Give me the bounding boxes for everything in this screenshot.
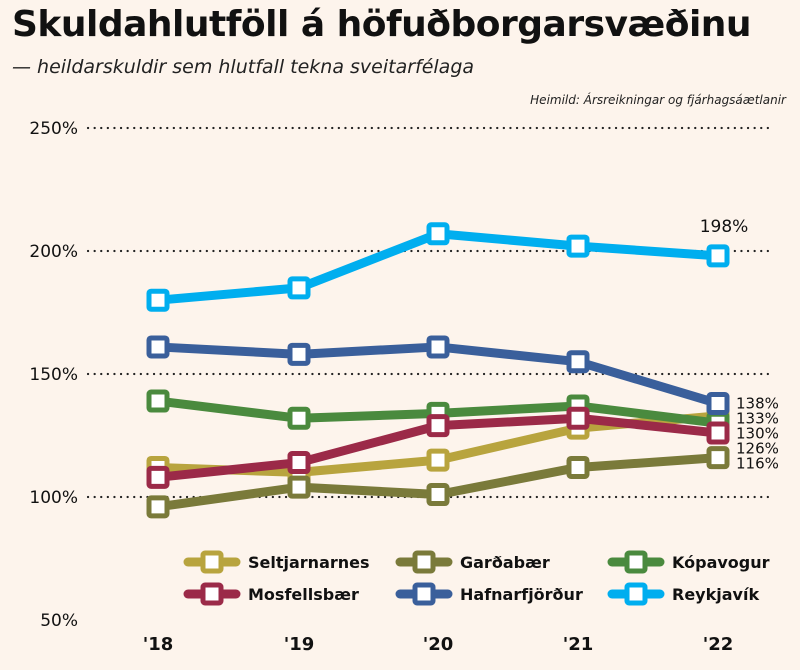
data-point-gar-ab-r [426, 483, 450, 507]
x-tick-label: '18 [143, 634, 174, 655]
y-tick-label: 250% [29, 119, 78, 139]
data-point-reykjav-k [287, 276, 311, 300]
legend-label-mosfellsb-r: Mosfellsbær [248, 585, 359, 604]
y-tick-label: 200% [29, 242, 78, 262]
grid-lines [86, 126, 772, 499]
data-point-reykjav-k [566, 234, 590, 258]
legend-swatch-marker-k-pavogur [624, 550, 648, 574]
legend-swatch-marker-hafnarfj-r-ur [412, 582, 436, 606]
data-point-seltjarnarnes [426, 448, 450, 472]
x-tick-label: '19 [284, 634, 315, 655]
data-point-mosfellsb-r [287, 451, 311, 475]
data-point-gar-ab-r [146, 495, 170, 519]
data-point-gar-ab-r [566, 455, 590, 479]
data-point-hafnarfj-r-ur [566, 350, 590, 374]
legend-label-hafnarfj-r-ur: Hafnarfjörður [460, 585, 583, 604]
data-point-mosfellsb-r [146, 465, 170, 489]
data-point-mosfellsb-r [426, 414, 450, 438]
data-point-gar-ab-r [706, 446, 730, 470]
data-point-reykjav-k [426, 222, 450, 246]
end-label-reykjavik: 198% [700, 217, 749, 237]
legend-label-seltjarnarnes: Seltjarnarnes [248, 553, 370, 572]
x-tick-label: '20 [423, 634, 454, 655]
legend-label-reykjav-k: Reykjavík [672, 585, 759, 604]
source-note: Heimild: Ársreikningar og fjárhagsáætlan… [530, 93, 786, 107]
legend-label-gar-ab-r: Garðabær [460, 553, 550, 572]
y-tick-label: 150% [29, 365, 78, 385]
legend-label-k-pavogur: Kópavogur [672, 553, 770, 572]
data-point-k-pavogur [146, 389, 170, 413]
data-point-k-pavogur [287, 406, 311, 430]
end-label-gar-ab-r: 116% [736, 455, 779, 473]
legend-swatch-marker-gar-ab-r [412, 550, 436, 574]
series-lines [146, 222, 730, 519]
y-tick-label: 100% [29, 488, 78, 508]
x-tick-label: '21 [563, 634, 594, 655]
chart-title: Skuldahlutföll á höfuðborgarsvæðinu [12, 4, 752, 45]
legend-swatch-marker-mosfellsb-r [200, 582, 224, 606]
end-label-hafnarfj-r-ur: 138% [736, 395, 779, 413]
x-axis: '18 '19 '20 '21 '22 [143, 634, 734, 655]
end-label-k-pavogur: 130% [736, 425, 779, 443]
end-label-seltjarnarnes: 133% [736, 410, 779, 428]
data-point-reykjav-k [146, 288, 170, 312]
y-tick-label: 50% [40, 611, 78, 631]
legend-swatch-marker-reykjav-k [624, 582, 648, 606]
data-point-hafnarfj-r-ur [287, 342, 311, 366]
legend: Seltjarnarnes Garðabær Kópavogur Mosfellsbæ… [183, 550, 770, 606]
legend-swatch-marker-seltjarnarnes [200, 550, 224, 574]
data-point-mosfellsb-r [566, 406, 590, 430]
data-point-hafnarfj-r-ur [426, 335, 450, 359]
data-point-hafnarfj-r-ur [146, 335, 170, 359]
data-point-hafnarfj-r-ur [706, 392, 730, 416]
y-axis: 50% 100% 150% 200% 250% [29, 119, 78, 631]
x-tick-label: '22 [703, 634, 734, 655]
end-label-mosfellsb-r: 126% [736, 440, 779, 458]
chart-subtitle: — heildarskuldir sem hlutfall tekna svei… [12, 56, 475, 78]
data-point-gar-ab-r [287, 475, 311, 499]
data-labels: 198% 138%133%130%126%116% [700, 217, 779, 473]
data-point-mosfellsb-r [706, 421, 730, 445]
data-point-reykjav-k [706, 244, 730, 268]
